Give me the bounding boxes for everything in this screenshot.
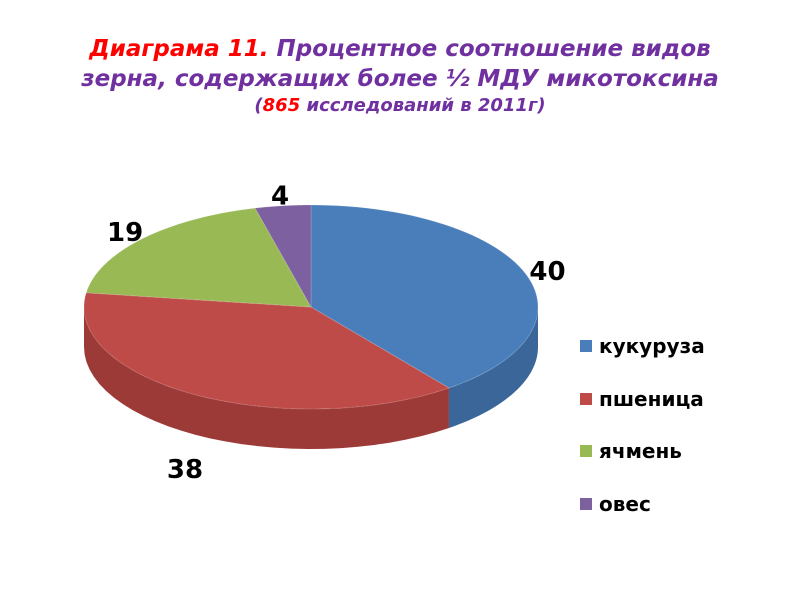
- legend-item: овес: [580, 478, 705, 531]
- legend-swatch: [580, 445, 592, 458]
- chart-subtitle: (865 исследований в 2011г): [0, 95, 800, 116]
- pie-slice-1[interactable]: [83, 292, 451, 410]
- legend-label: овес: [599, 491, 651, 516]
- data-label-2: 19: [107, 218, 143, 248]
- legend-swatch: [580, 497, 592, 510]
- chart-title: Диаграма 11. Процентное соотношение видо…: [0, 34, 800, 94]
- legend-swatch: [580, 392, 592, 405]
- legend-label: пшеница: [599, 386, 704, 411]
- pie-slice-2[interactable]: [85, 207, 312, 308]
- subtitle-paren: (: [254, 95, 263, 116]
- title-line1: Процентное соотношение видов: [268, 36, 711, 62]
- subtitle-rest: исследований в 2011г): [300, 95, 546, 116]
- legend-label: кукуруза: [599, 334, 705, 359]
- title-line2: зерна, содержащих более ½ МДУ микотоксин…: [81, 66, 719, 92]
- legend-item: пшеница: [580, 373, 705, 426]
- legend-swatch: [580, 340, 592, 353]
- legend: кукуруза пшеница ячмень овес: [580, 320, 705, 530]
- pie-side-0: [448, 307, 538, 429]
- data-label-1: 38: [167, 455, 203, 485]
- pie-slice-0[interactable]: [310, 204, 539, 389]
- legend-item: ячмень: [580, 425, 705, 478]
- legend-label: ячмень: [599, 439, 682, 464]
- study-count: 865: [262, 95, 301, 116]
- title-prefix: Диаграма 11.: [89, 36, 269, 62]
- data-label-3: 4: [271, 182, 289, 212]
- data-label-0: 40: [529, 257, 565, 287]
- pie-side-1: [84, 307, 449, 449]
- legend-item: кукуруза: [580, 320, 705, 373]
- pie-slice-3[interactable]: [254, 204, 312, 309]
